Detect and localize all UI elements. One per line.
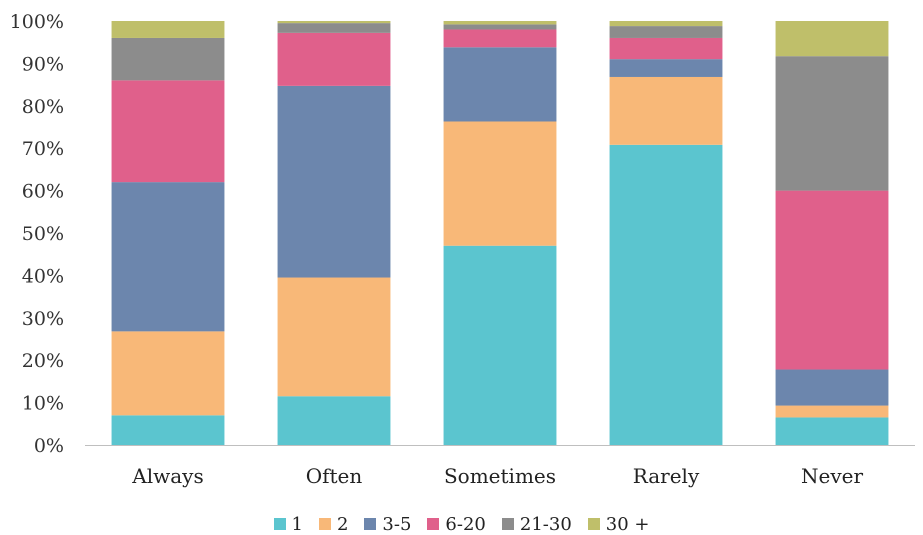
bar-segment [609, 76, 723, 145]
bar-segment [111, 331, 225, 416]
stacked-bar-chart: 0% 10% 20% 30% 40% 50% 60% 70% 80% 90% 100% Always O… [10, 11, 915, 488]
y-tick-label: 0% [34, 435, 64, 457]
y-tick-label: 80% [22, 96, 64, 118]
legend-label: 1 [291, 513, 303, 535]
legend-item: 30 + [587, 513, 650, 535]
bar-segment [111, 21, 225, 38]
y-tick-label: 50% [22, 223, 64, 245]
y-tick-label: 70% [22, 138, 64, 160]
bar-segment [609, 144, 723, 446]
legend-item: 3-5 [364, 514, 411, 535]
bar-segment [443, 245, 557, 445]
bar-segment [775, 56, 889, 191]
y-tick-label: 90% [22, 53, 64, 75]
legend-item: 2 [318, 513, 349, 535]
bar-segment [277, 85, 391, 278]
legend-item: 6-20 [427, 513, 486, 535]
y-tick-label: 40% [22, 265, 64, 287]
x-category-label: Always [131, 464, 203, 488]
bar-segment [277, 277, 391, 397]
legend-item: 1 [273, 513, 303, 535]
x-category-label: Rarely [633, 464, 700, 488]
bar-segment [111, 80, 225, 183]
bar-segment [111, 182, 225, 332]
bar-segment [277, 21, 391, 24]
chart-legend: 1 2 3-5 6-20 21-30 30 + [0, 513, 923, 535]
y-tick-label: 20% [22, 350, 64, 372]
legend-swatch [427, 518, 440, 530]
legend-swatch [273, 518, 286, 530]
legend-swatch [318, 518, 331, 530]
legend-swatch [501, 518, 514, 530]
bar-segment [277, 396, 391, 445]
y-tick-label: 60% [22, 181, 64, 203]
bar-segment [443, 121, 557, 246]
x-category-label: Never [801, 464, 863, 488]
bar-segment [277, 32, 391, 86]
bar-segment [111, 37, 225, 81]
bar-segment [609, 59, 723, 77]
legend-label: 2 [336, 513, 349, 535]
bar-segment [609, 26, 723, 38]
bar-segment [775, 417, 889, 445]
bar-segment [111, 415, 225, 445]
bar-segment [443, 29, 557, 48]
bar-segment [775, 405, 889, 418]
x-category-label: Often [306, 464, 363, 488]
y-tick-label: 100% [10, 11, 64, 33]
legend-swatch [587, 518, 600, 530]
legend-label: 6-20 [445, 513, 486, 535]
bar-segment [443, 47, 557, 122]
y-tick-label: 30% [22, 308, 64, 330]
bar-segment [443, 24, 557, 30]
bar-segment [277, 23, 391, 33]
bar-segment [775, 21, 889, 57]
legend-label: 3-5 [382, 513, 412, 535]
bar-segment [775, 369, 889, 406]
x-category-label: Sometimes [444, 464, 556, 488]
legend-swatch [364, 518, 377, 530]
bar-segment [609, 37, 723, 60]
bar-segment [443, 21, 557, 25]
y-tick-label: 10% [22, 393, 64, 415]
legend-label: 30 + [605, 513, 650, 535]
bar-segment [609, 21, 723, 27]
legend-label: 21-30 [519, 513, 572, 535]
legend-item: 21-30 [501, 513, 572, 535]
bar-segment [775, 190, 889, 370]
